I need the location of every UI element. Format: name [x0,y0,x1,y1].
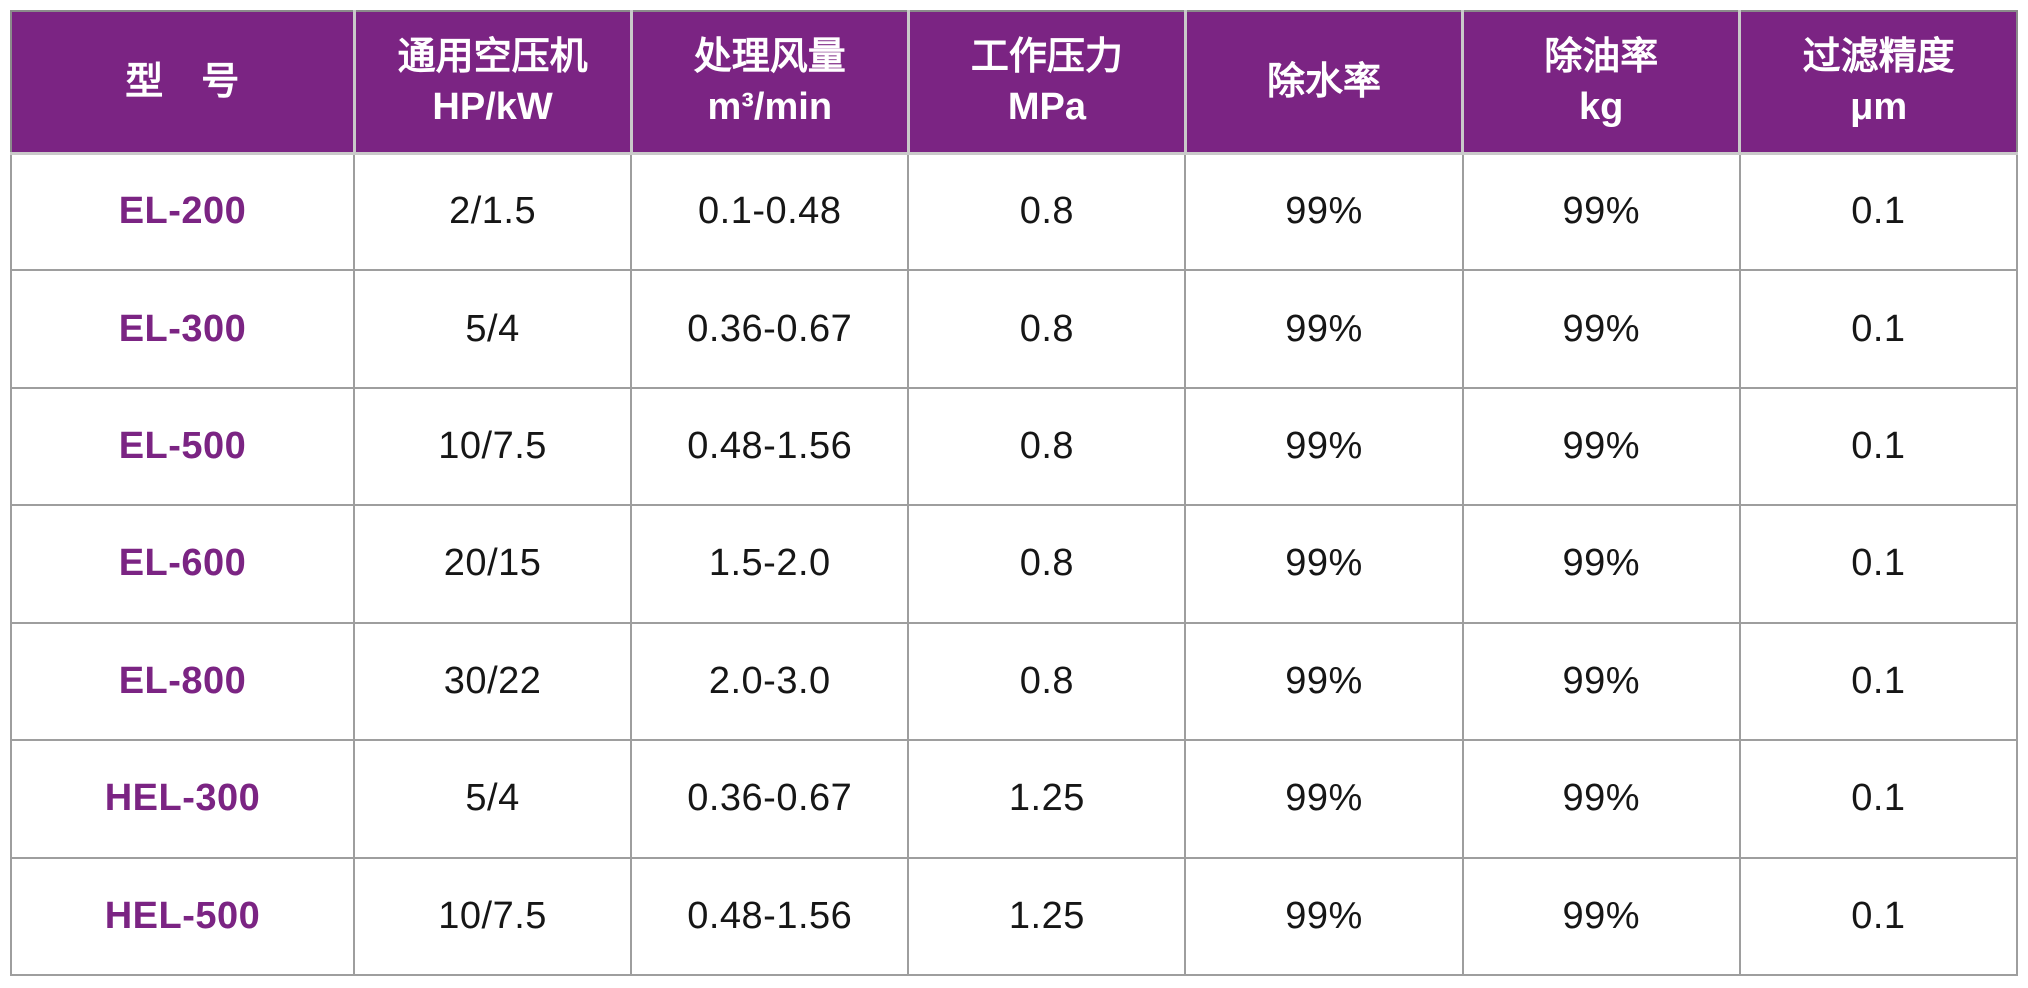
spec-table: 型 号 通用空压机 HP/kW 处理风量 m³/min 工作压力 MPa 除水率 [9,10,2019,977]
flow-cell: 0.36-0.67 [630,739,910,859]
model-cell: EL-600 [9,504,356,624]
flow-cell: 0.36-0.67 [630,269,910,389]
header-unit: m³/min [707,85,833,128]
model-cell: HEL-500 [9,856,356,977]
hp-kw-cell: 10/7.5 [353,856,633,977]
header-label: 过滤精度 [1802,35,1955,78]
water-removal-cell: 99% [1184,621,1464,742]
hp-kw-cell: 5/4 [353,739,633,859]
hp-kw-cell: 20/15 [353,504,633,624]
flow-cell: 1.5-2.0 [630,504,910,624]
model-cell: EL-300 [9,269,356,389]
water-removal-cell: 99% [1184,856,1464,977]
column-header-pressure: 工作压力 MPa [906,10,1187,155]
model-cell: HEL-300 [9,739,356,859]
header-unit: HP/kW [432,85,553,128]
pressure-cell: 0.8 [907,269,1187,389]
column-header-flow: 处理风量 m³/min [629,10,910,155]
water-removal-cell: 99% [1184,504,1464,624]
header-label: 除油率 [1544,35,1659,78]
precision-cell: 0.1 [1738,386,2019,507]
table-body: EL-200 2/1.5 0.1-0.48 0.8 99% 99% 0.1 EL… [9,151,2019,977]
precision-cell: 0.1 [1738,504,2019,624]
pressure-cell: 0.8 [907,504,1187,624]
table-header: 型 号 通用空压机 HP/kW 处理风量 m³/min 工作压力 MPa 除水率 [9,10,2019,155]
oil-removal-cell: 99% [1461,504,1741,624]
oil-removal-cell: 99% [1461,269,1741,389]
hp-kw-cell: 5/4 [353,269,633,389]
flow-cell: 0.1-0.48 [630,151,910,272]
flow-cell: 2.0-3.0 [630,621,910,742]
table-row: EL-500 10/7.5 0.48-1.56 0.8 99% 99% 0.1 [9,386,2019,507]
column-header-compressor: 通用空压机 HP/kW [352,10,633,155]
precision-cell: 0.1 [1738,856,2019,977]
header-label: 除水率 [1267,60,1382,103]
precision-cell: 0.1 [1738,739,2019,859]
table-row: HEL-300 5/4 0.36-0.67 1.25 99% 99% 0.1 [9,739,2019,859]
flow-cell: 0.48-1.56 [630,386,910,507]
pressure-cell: 1.25 [907,739,1187,859]
pressure-cell: 1.25 [907,856,1187,977]
hp-kw-cell: 10/7.5 [353,386,633,507]
water-removal-cell: 99% [1184,739,1464,859]
header-unit: kg [1579,85,1624,128]
water-removal-cell: 99% [1184,269,1464,389]
oil-removal-cell: 99% [1461,386,1741,507]
header-label: 型 号 [125,60,240,103]
table-row: EL-200 2/1.5 0.1-0.48 0.8 99% 99% 0.1 [9,151,2019,272]
hp-kw-cell: 2/1.5 [353,151,633,272]
table-row: HEL-500 10/7.5 0.48-1.56 1.25 99% 99% 0.… [9,856,2019,977]
hp-kw-cell: 30/22 [353,621,633,742]
header-row: 型 号 通用空压机 HP/kW 处理风量 m³/min 工作压力 MPa 除水率 [9,10,2019,155]
header-label: 通用空压机 [397,35,588,78]
pressure-cell: 0.8 [907,151,1187,272]
pressure-cell: 0.8 [907,386,1187,507]
water-removal-cell: 99% [1184,151,1464,272]
model-cell: EL-800 [9,621,356,742]
table-row: EL-300 5/4 0.36-0.67 0.8 99% 99% 0.1 [9,269,2019,389]
column-header-precision: 过滤精度 μm [1738,10,2019,155]
header-label: 处理风量 [693,35,846,78]
model-cell: EL-200 [9,151,356,272]
pressure-cell: 0.8 [907,621,1187,742]
column-header-water-removal: 除水率 [1183,10,1465,155]
precision-cell: 0.1 [1738,269,2019,389]
oil-removal-cell: 99% [1461,856,1741,977]
table-row: EL-800 30/22 2.0-3.0 0.8 99% 99% 0.1 [9,621,2019,742]
column-header-model: 型 号 [9,10,356,155]
header-label: 工作压力 [970,35,1123,78]
oil-removal-cell: 99% [1461,621,1741,742]
oil-removal-cell: 99% [1461,739,1741,859]
precision-cell: 0.1 [1738,151,2019,272]
model-cell: EL-500 [9,386,356,507]
column-header-oil-removal: 除油率 kg [1461,10,1742,155]
oil-removal-cell: 99% [1461,151,1741,272]
header-unit: MPa [1007,85,1086,128]
precision-cell: 0.1 [1738,621,2019,742]
water-removal-cell: 99% [1184,386,1464,507]
header-unit: μm [1850,85,1908,128]
flow-cell: 0.48-1.56 [630,856,910,977]
table-row: EL-600 20/15 1.5-2.0 0.8 99% 99% 0.1 [9,504,2019,624]
